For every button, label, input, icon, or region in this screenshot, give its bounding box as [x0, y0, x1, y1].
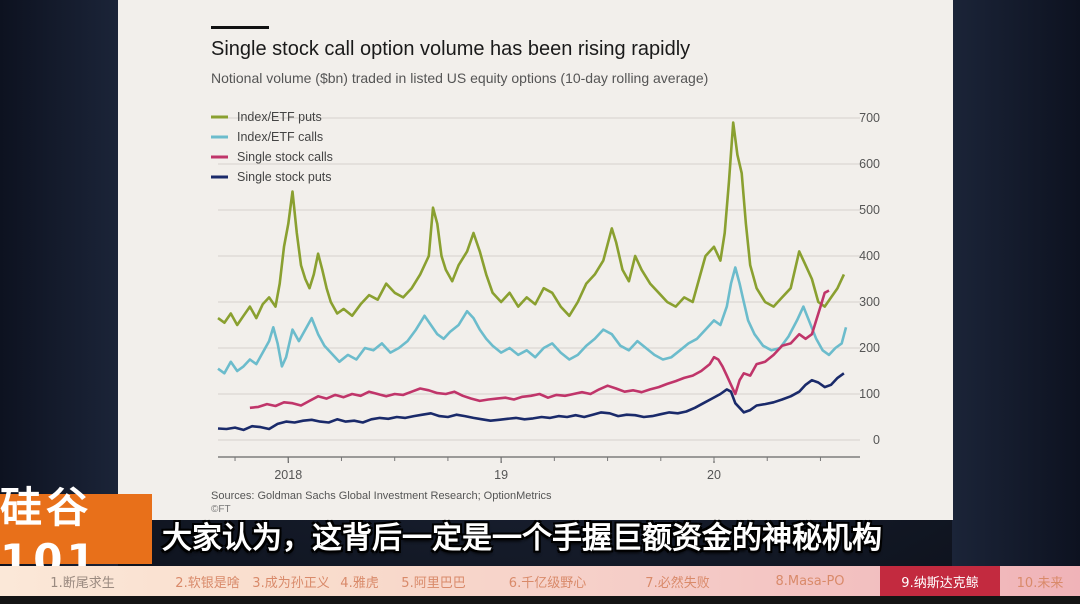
video-caption: 大家认为，这背后一定是一个手握巨额资金的神秘机构 — [162, 521, 882, 556]
legend-label: Single stock calls — [237, 150, 333, 164]
series-line — [249, 289, 830, 410]
chapter-navbar: 1.断尾求生 2.软银是啥 3.成为孙正义 4.雅虎 5.阿里巴巴 6.千亿级野心 7.必然… — [0, 566, 1080, 596]
x-tick-label: 2018 — [274, 468, 302, 482]
title-accent-bar — [211, 26, 269, 29]
y-tick-label: 100 — [859, 387, 880, 401]
chapter-item[interactable]: 3.成为孙正义 — [252, 575, 330, 591]
y-tick-label: 300 — [859, 295, 880, 309]
x-tick-label: 20 — [707, 468, 721, 482]
chapter-item[interactable]: 5.阿里巴巴 — [401, 575, 466, 591]
chapter-item[interactable]: 2.软银是啥 — [175, 575, 240, 591]
channel-logo: 硅谷101 — [0, 483, 152, 584]
chapter-item[interactable]: 9.纳斯达克鲸 — [880, 566, 1000, 596]
chapter-item[interactable]: 1.断尾求生 — [50, 575, 115, 591]
y-tick-label: 400 — [859, 249, 880, 263]
chapter-item[interactable]: 6.千亿级野心 — [508, 575, 587, 591]
series-line — [217, 372, 845, 432]
legend-label: Index/ETF puts — [237, 110, 322, 124]
chart-credit: ©FT — [211, 504, 231, 515]
legend-label: Single stock puts — [237, 170, 332, 184]
chart-source: Sources: Goldman Sachs Global Investment… — [211, 490, 552, 502]
series-line — [217, 266, 848, 375]
line-chart: 700 600 500 400 300 200 100 0 2018 19 20 Index/ETF … — [211, 110, 880, 482]
chart-title: Single stock call option volume has been… — [211, 38, 691, 60]
x-tick-label: 19 — [494, 468, 508, 482]
y-tick-label: 600 — [859, 157, 880, 171]
background-right — [952, 0, 1080, 604]
series-line — [217, 121, 846, 327]
chapter-item[interactable]: 10.未来 — [1016, 575, 1064, 591]
chapter-item[interactable]: 7.必然失败 — [645, 575, 710, 591]
chart-card: Single stock call option volume has been… — [118, 0, 953, 520]
y-tick-label: 700 — [859, 111, 880, 125]
y-tick-label: 500 — [859, 203, 880, 217]
y-tick-label: 200 — [859, 341, 880, 355]
chapter-item[interactable]: 4.雅虎 — [340, 575, 379, 591]
legend-label: Index/ETF calls — [237, 130, 323, 144]
chart-subtitle: Notional volume ($bn) traded in listed U… — [211, 70, 709, 86]
chapter-item[interactable]: 8.Masa-PO — [775, 573, 845, 589]
y-tick-label: 0 — [873, 433, 880, 447]
navbar-bottom-strip — [0, 596, 1080, 604]
